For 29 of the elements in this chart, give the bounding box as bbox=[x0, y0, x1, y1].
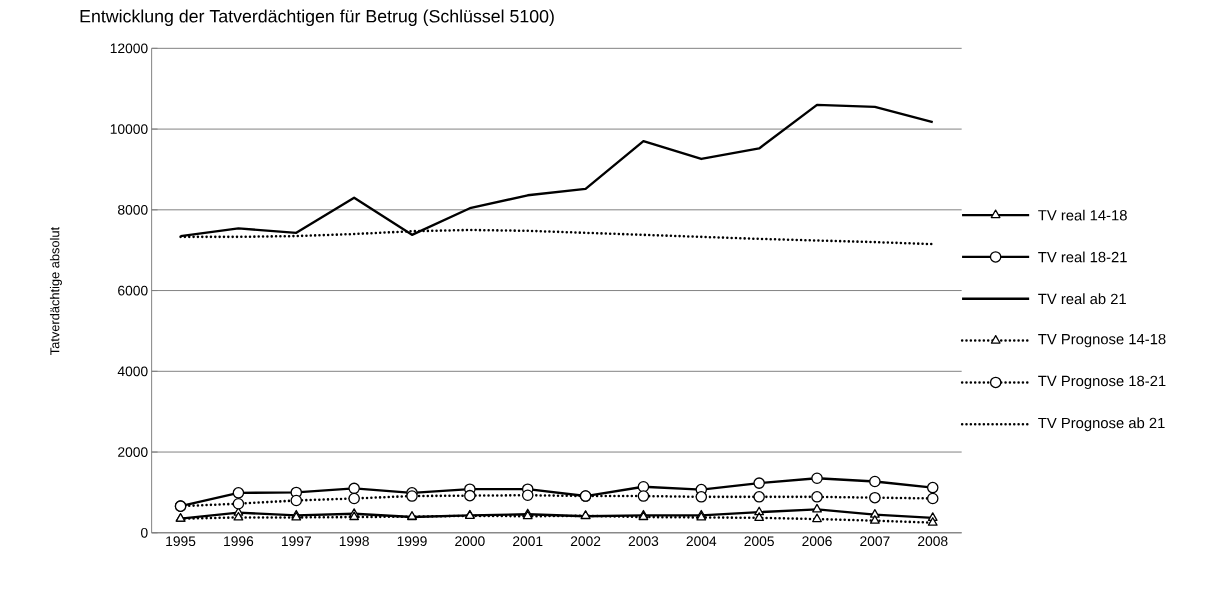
x-tick-label: 2000 bbox=[455, 536, 485, 547]
y-axis-title: Tatverdächtige absolut bbox=[49, 227, 62, 355]
x-tick-label: 2005 bbox=[744, 536, 774, 547]
x-tick-label: 2008 bbox=[918, 536, 948, 547]
x-tick-label: 1995 bbox=[166, 536, 196, 547]
x-tick-label: 2001 bbox=[513, 536, 543, 547]
y-tick-label: 4000 bbox=[117, 366, 148, 377]
legend-label: TV real ab 21 bbox=[1038, 293, 1126, 305]
chart-title: Entwicklung der Tatverdächtigen für Betrug (Schlüssel 5100) bbox=[80, 9, 554, 27]
y-tick-label: 6000 bbox=[118, 285, 148, 296]
y-tick-label: 2000 bbox=[118, 447, 148, 457]
legend-label: TV real 14-18 bbox=[1038, 209, 1127, 221]
legend-label: TV Prognose 14-18 bbox=[1038, 333, 1166, 348]
x-tick-label: 2007 bbox=[860, 536, 890, 547]
y-tick-label: 8000 bbox=[118, 204, 148, 215]
y-tick-label: 10000 bbox=[110, 124, 148, 134]
x-tick-label: 1996 bbox=[224, 536, 254, 547]
y-tick-label: 0 bbox=[141, 527, 148, 538]
legend-label: TV real 18-21 bbox=[1038, 251, 1127, 263]
x-tick-label: 1997 bbox=[281, 536, 311, 547]
legend-label: TV Prognose ab 21 bbox=[1038, 417, 1165, 432]
y-tick-label: 12000 bbox=[110, 43, 148, 54]
x-tick-label: 2006 bbox=[802, 536, 832, 547]
x-tick-label: 2002 bbox=[570, 536, 601, 547]
x-tick-label: 1998 bbox=[339, 536, 369, 547]
legend-label: TV Prognose 18-21 bbox=[1038, 375, 1166, 390]
x-tick-label: 2004 bbox=[686, 536, 717, 547]
x-tick-label: 1999 bbox=[397, 536, 427, 547]
x-tick-label: 2003 bbox=[628, 536, 659, 547]
